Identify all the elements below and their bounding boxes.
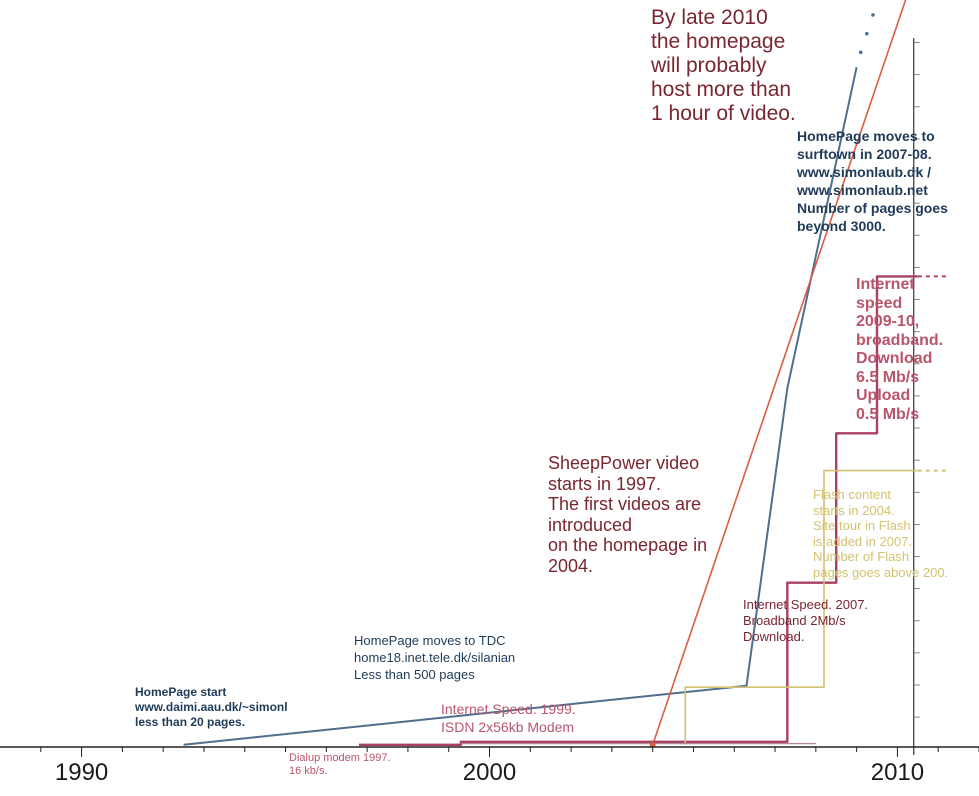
axes: 1990 2000 2010 [0, 42, 979, 786]
annotation-sheeppower: SheepPower video starts in 1997. The fir… [548, 453, 708, 576]
annotation-tdc: HomePage moves to TDC home18.inet.tele.d… [354, 633, 516, 682]
annotation-late-2010: By late 2010 the homepage will probably … [651, 6, 796, 125]
series-line-3 [684, 469, 918, 745]
annotation-homepage-start: HomePage start www.daimi.aau.dk/~simonl … [135, 685, 288, 729]
annotation-flash: Flash content starts in 2004. Site tour … [813, 487, 949, 580]
x-tick-label-2000: 2000 [463, 759, 516, 786]
pages-projection-dot [871, 13, 875, 17]
series-line-1 [651, 0, 907, 746]
annotation-surftown: HomePage moves to surftown in 2007-08. w… [797, 128, 948, 234]
x-tick-label-2010: 2010 [871, 759, 924, 786]
pages-projection-dot [865, 31, 869, 36]
annotation-speed-2007: Internet Speed. 2007. Broadband 2Mb/s Do… [743, 597, 869, 644]
x-tick-label-1990: 1990 [55, 759, 108, 786]
annotation-dialup: Dialup modem 1997. 16 kb/s. [289, 752, 391, 777]
annotation-speed-2009: Internet speed 2009-10, broadband. Downl… [856, 276, 944, 423]
series-line-0 [183, 66, 858, 746]
pages-projection-dot [858, 50, 863, 55]
annotation-speed-1999: Internet Speed. 1999. ISDN 2x56kb Modem [441, 701, 576, 735]
